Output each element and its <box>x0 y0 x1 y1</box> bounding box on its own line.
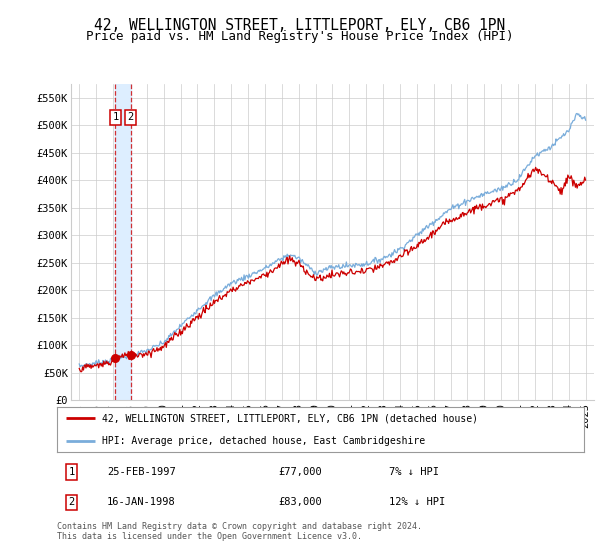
Text: Contains HM Land Registry data © Crown copyright and database right 2024.
This d: Contains HM Land Registry data © Crown c… <box>57 522 422 542</box>
Text: £77,000: £77,000 <box>278 467 322 477</box>
Text: HPI: Average price, detached house, East Cambridgeshire: HPI: Average price, detached house, East… <box>102 436 425 446</box>
Text: 42, WELLINGTON STREET, LITTLEPORT, ELY, CB6 1PN: 42, WELLINGTON STREET, LITTLEPORT, ELY, … <box>94 18 506 33</box>
Text: 2: 2 <box>128 112 134 122</box>
Text: Price paid vs. HM Land Registry's House Price Index (HPI): Price paid vs. HM Land Registry's House … <box>86 30 514 43</box>
Text: 1: 1 <box>68 467 75 477</box>
Text: 16-JAN-1998: 16-JAN-1998 <box>107 497 176 507</box>
Text: 2: 2 <box>68 497 75 507</box>
Text: 42, WELLINGTON STREET, LITTLEPORT, ELY, CB6 1PN (detached house): 42, WELLINGTON STREET, LITTLEPORT, ELY, … <box>102 413 478 423</box>
Text: 12% ↓ HPI: 12% ↓ HPI <box>389 497 445 507</box>
Text: 7% ↓ HPI: 7% ↓ HPI <box>389 467 439 477</box>
Text: 1: 1 <box>112 112 118 122</box>
Text: £83,000: £83,000 <box>278 497 322 507</box>
Text: 25-FEB-1997: 25-FEB-1997 <box>107 467 176 477</box>
Bar <box>115 84 131 400</box>
